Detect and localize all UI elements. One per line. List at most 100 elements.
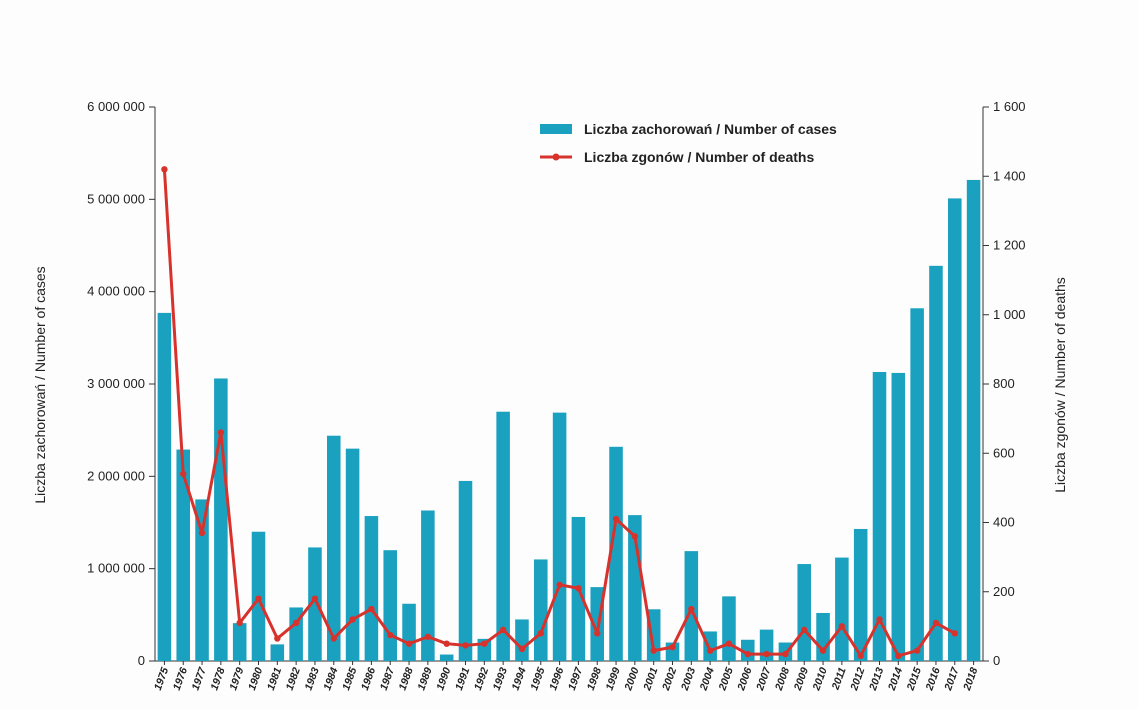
bar-cases-2006 bbox=[740, 639, 755, 661]
deaths-point-2003 bbox=[688, 605, 695, 613]
y-right-tick-label: 800 bbox=[993, 376, 1015, 391]
deaths-point-1984 bbox=[330, 635, 337, 642]
x-tick-label-2009: 2009 bbox=[791, 666, 811, 693]
legend-bar-swatch bbox=[540, 124, 572, 134]
x-tick-label-1998: 1998 bbox=[585, 666, 604, 692]
x-tick-label-2015: 2015 bbox=[904, 666, 924, 693]
y-left-tick-label: 3 000 000 bbox=[87, 376, 145, 391]
deaths-point-1985 bbox=[349, 616, 356, 623]
x-tick-label-1984: 1984 bbox=[321, 666, 340, 692]
x-tick-label-2003: 2003 bbox=[679, 666, 699, 693]
x-tick-label-1996: 1996 bbox=[547, 666, 566, 692]
bar-cases-2016 bbox=[929, 265, 943, 661]
x-tick-label-2010: 2010 bbox=[810, 666, 830, 693]
x-tick-label-2006: 2006 bbox=[735, 666, 755, 693]
y-left-tick-label: 0 bbox=[138, 653, 145, 668]
deaths-point-1978 bbox=[217, 429, 225, 436]
y-right-tick-label: 600 bbox=[993, 445, 1015, 460]
deaths-point-1977 bbox=[198, 529, 206, 537]
bar-cases-1996 bbox=[552, 412, 567, 661]
x-tick-label-2007: 2007 bbox=[754, 665, 774, 693]
bar-cases-1975 bbox=[157, 312, 172, 661]
y-right-tick-label: 1 000 bbox=[993, 307, 1026, 322]
deaths-point-2014 bbox=[895, 652, 902, 660]
bar-cases-2012 bbox=[853, 528, 868, 661]
deaths-point-1983 bbox=[311, 595, 319, 602]
bar-cases-1993 bbox=[496, 411, 510, 661]
bar-cases-1990 bbox=[439, 654, 454, 661]
bar-cases-2009 bbox=[797, 564, 812, 661]
bar-cases-2018 bbox=[966, 179, 981, 661]
x-tick-label-2005: 2005 bbox=[716, 666, 736, 693]
bar-cases-1995 bbox=[533, 559, 548, 661]
deaths-point-1999 bbox=[612, 515, 620, 523]
bar-cases-1985 bbox=[345, 448, 360, 661]
bar-cases-2004 bbox=[703, 631, 717, 661]
y-left-tick-label: 5 000 000 bbox=[87, 191, 145, 206]
x-tick-label-1995: 1995 bbox=[528, 666, 547, 692]
bar-cases-1976 bbox=[176, 449, 191, 661]
bar-cases-1988 bbox=[402, 603, 416, 661]
deaths-point-2000 bbox=[631, 533, 639, 540]
x-tick-label-2008: 2008 bbox=[773, 666, 793, 693]
deaths-point-2012 bbox=[857, 652, 864, 660]
x-tick-label-2016: 2016 bbox=[923, 666, 943, 693]
x-tick-label-2013: 2013 bbox=[867, 666, 887, 693]
x-tick-label-1988: 1988 bbox=[397, 666, 416, 692]
deaths-point-2004 bbox=[706, 647, 714, 654]
y-left-tick-label: 4 000 000 bbox=[87, 284, 145, 299]
deaths-point-1988 bbox=[405, 640, 413, 647]
deaths-point-2005 bbox=[725, 640, 733, 647]
bar-cases-1987 bbox=[383, 550, 398, 661]
deaths-point-2009 bbox=[801, 626, 808, 634]
bar-cases-2005 bbox=[722, 596, 736, 661]
bar-cases-1999 bbox=[609, 446, 623, 661]
bar-cases-1994 bbox=[515, 619, 529, 661]
deaths-point-2010 bbox=[819, 647, 827, 654]
deaths-point-1981 bbox=[274, 635, 281, 642]
y-right-tick-label: 1 400 bbox=[993, 168, 1026, 183]
x-tick-label-1993: 1993 bbox=[491, 666, 510, 692]
deaths-point-1995 bbox=[537, 630, 544, 637]
x-tick-label-1991: 1991 bbox=[453, 666, 472, 692]
axes-layer: 0 1 000 000 2 000 000 3 000 000 4 000 000 5 0… bbox=[87, 99, 1025, 693]
deaths-point-1994 bbox=[518, 645, 526, 653]
x-tick-label-2014: 2014 bbox=[886, 666, 906, 693]
y-right-tick-label: 1 600 bbox=[993, 99, 1026, 114]
x-tick-label-2011: 2011 bbox=[829, 666, 848, 692]
legend-label-cases: Liczba zachorowań / Number of cases bbox=[584, 121, 837, 137]
x-tick-label-2001: 2001 bbox=[641, 666, 661, 693]
bars-layer bbox=[157, 179, 981, 661]
bar-cases-1991 bbox=[458, 480, 473, 661]
legend: Liczba zachorowań / Number of cases Licz… bbox=[540, 121, 837, 165]
x-tick-label-1992: 1992 bbox=[472, 666, 491, 692]
bar-cases-2011 bbox=[835, 557, 849, 661]
y-left-tick-label: 6 000 000 bbox=[87, 99, 145, 114]
x-tick-label-1980: 1980 bbox=[246, 666, 265, 692]
x-tick-label-2018: 2018 bbox=[961, 666, 981, 693]
deaths-point-1998 bbox=[594, 630, 601, 637]
x-tick-label-1982: 1982 bbox=[284, 666, 303, 692]
x-tick-label-2017: 2017 bbox=[942, 665, 962, 693]
x-tick-label-1989: 1989 bbox=[415, 666, 434, 692]
deaths-point-2013 bbox=[876, 616, 883, 623]
x-tick-label-2002: 2002 bbox=[660, 666, 680, 693]
deaths-point-2015 bbox=[913, 647, 921, 654]
y-right-tick-label: 1 200 bbox=[993, 238, 1026, 253]
deaths-point-1975 bbox=[161, 166, 168, 173]
x-tick-label-1997: 1997 bbox=[566, 665, 586, 692]
deaths-point-2016 bbox=[932, 619, 940, 627]
y-right-tick-label: 400 bbox=[993, 515, 1015, 530]
bar-cases-1977 bbox=[195, 499, 209, 661]
deaths-point-1980 bbox=[255, 595, 262, 602]
bar-cases-1986 bbox=[364, 516, 379, 661]
line-layer bbox=[161, 166, 958, 660]
y-right-axis-title: Liczba zgonów / Number of deaths bbox=[1052, 277, 1068, 493]
deaths-point-1976 bbox=[180, 470, 187, 478]
deaths-point-2001 bbox=[650, 647, 657, 654]
x-tick-label-1994: 1994 bbox=[510, 666, 529, 692]
x-tick-label-2004: 2004 bbox=[697, 666, 717, 693]
bar-cases-2014 bbox=[891, 372, 906, 661]
